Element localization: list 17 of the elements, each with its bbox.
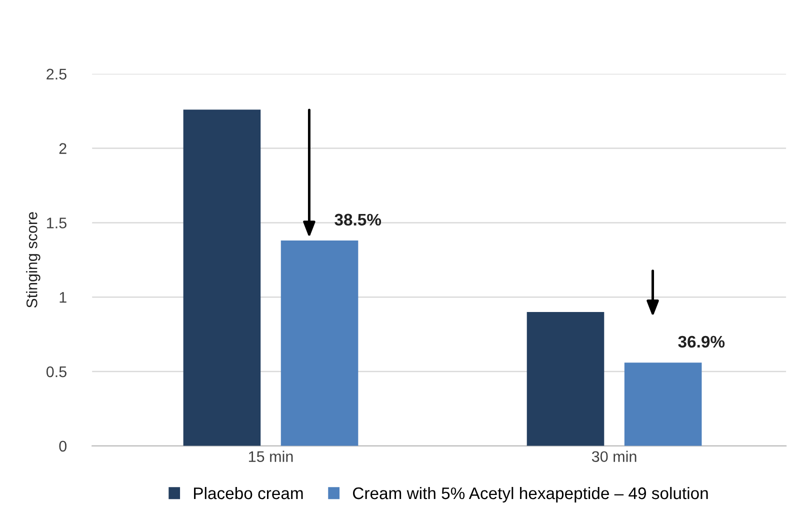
x-tick-label: 15 min [248, 450, 293, 462]
bar [183, 110, 261, 446]
bar [624, 362, 702, 446]
y-tick-label: 0 [59, 440, 67, 452]
bar [280, 240, 358, 446]
y-tick-label: 1.5 [47, 218, 66, 228]
x-tick-label: 30 min [592, 450, 636, 462]
y-tick-label: 1 [60, 292, 66, 303]
legend-label: Placebo cream [194, 486, 303, 500]
y-tick-label: 0.5 [46, 366, 66, 378]
y-tick-label: 2 [59, 143, 66, 154]
y-tick-label: 2.5 [46, 68, 66, 80]
bar [526, 312, 604, 446]
y-axis-title: Stinging score [26, 212, 40, 308]
annotation: 36.9% [678, 336, 725, 348]
annotation: 38.5% [334, 214, 382, 226]
legend-label: Cream with 5% Acetyl hexapeptide – 49 solution [353, 486, 708, 503]
